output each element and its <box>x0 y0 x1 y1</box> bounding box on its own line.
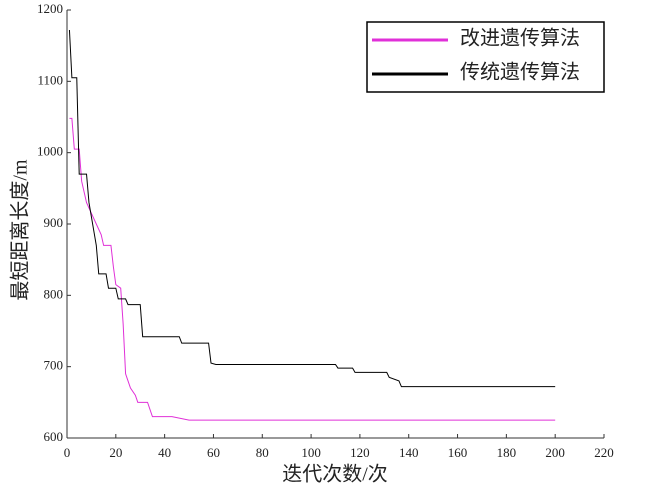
y-axis-label: 最短距离长度/m <box>9 159 32 301</box>
x-tick-label: 160 <box>448 445 468 460</box>
x-tick-label: 40 <box>158 445 171 460</box>
x-tick-label: 20 <box>109 445 122 460</box>
y-tick-label: 1100 <box>37 72 63 87</box>
y-tick-label: 800 <box>44 286 64 301</box>
x-tick-label: 80 <box>256 445 269 460</box>
x-tick-label: 220 <box>594 445 614 460</box>
legend-box <box>366 21 605 93</box>
x-tick-label: 120 <box>350 445 370 460</box>
y-tick-label: 600 <box>44 429 64 444</box>
y-tick-label: 1000 <box>37 144 63 159</box>
y-tick-label: 900 <box>44 215 64 230</box>
legend-label: 传统遗传算法 <box>460 61 580 84</box>
y-tick-label: 700 <box>44 358 64 373</box>
x-tick-label: 60 <box>207 445 220 460</box>
x-tick-label: 140 <box>399 445 419 460</box>
series-line <box>69 117 556 421</box>
legend-label: 改进遗传算法 <box>460 27 580 50</box>
x-tick-label: 0 <box>64 445 71 460</box>
x-tick-label: 200 <box>545 445 565 460</box>
x-axis-label: 迭代次数/次 <box>282 463 388 486</box>
y-tick-label: 1200 <box>37 1 63 16</box>
x-tick-label: 180 <box>497 445 517 460</box>
x-tick-label: 100 <box>301 445 321 460</box>
series-line <box>68 29 556 388</box>
